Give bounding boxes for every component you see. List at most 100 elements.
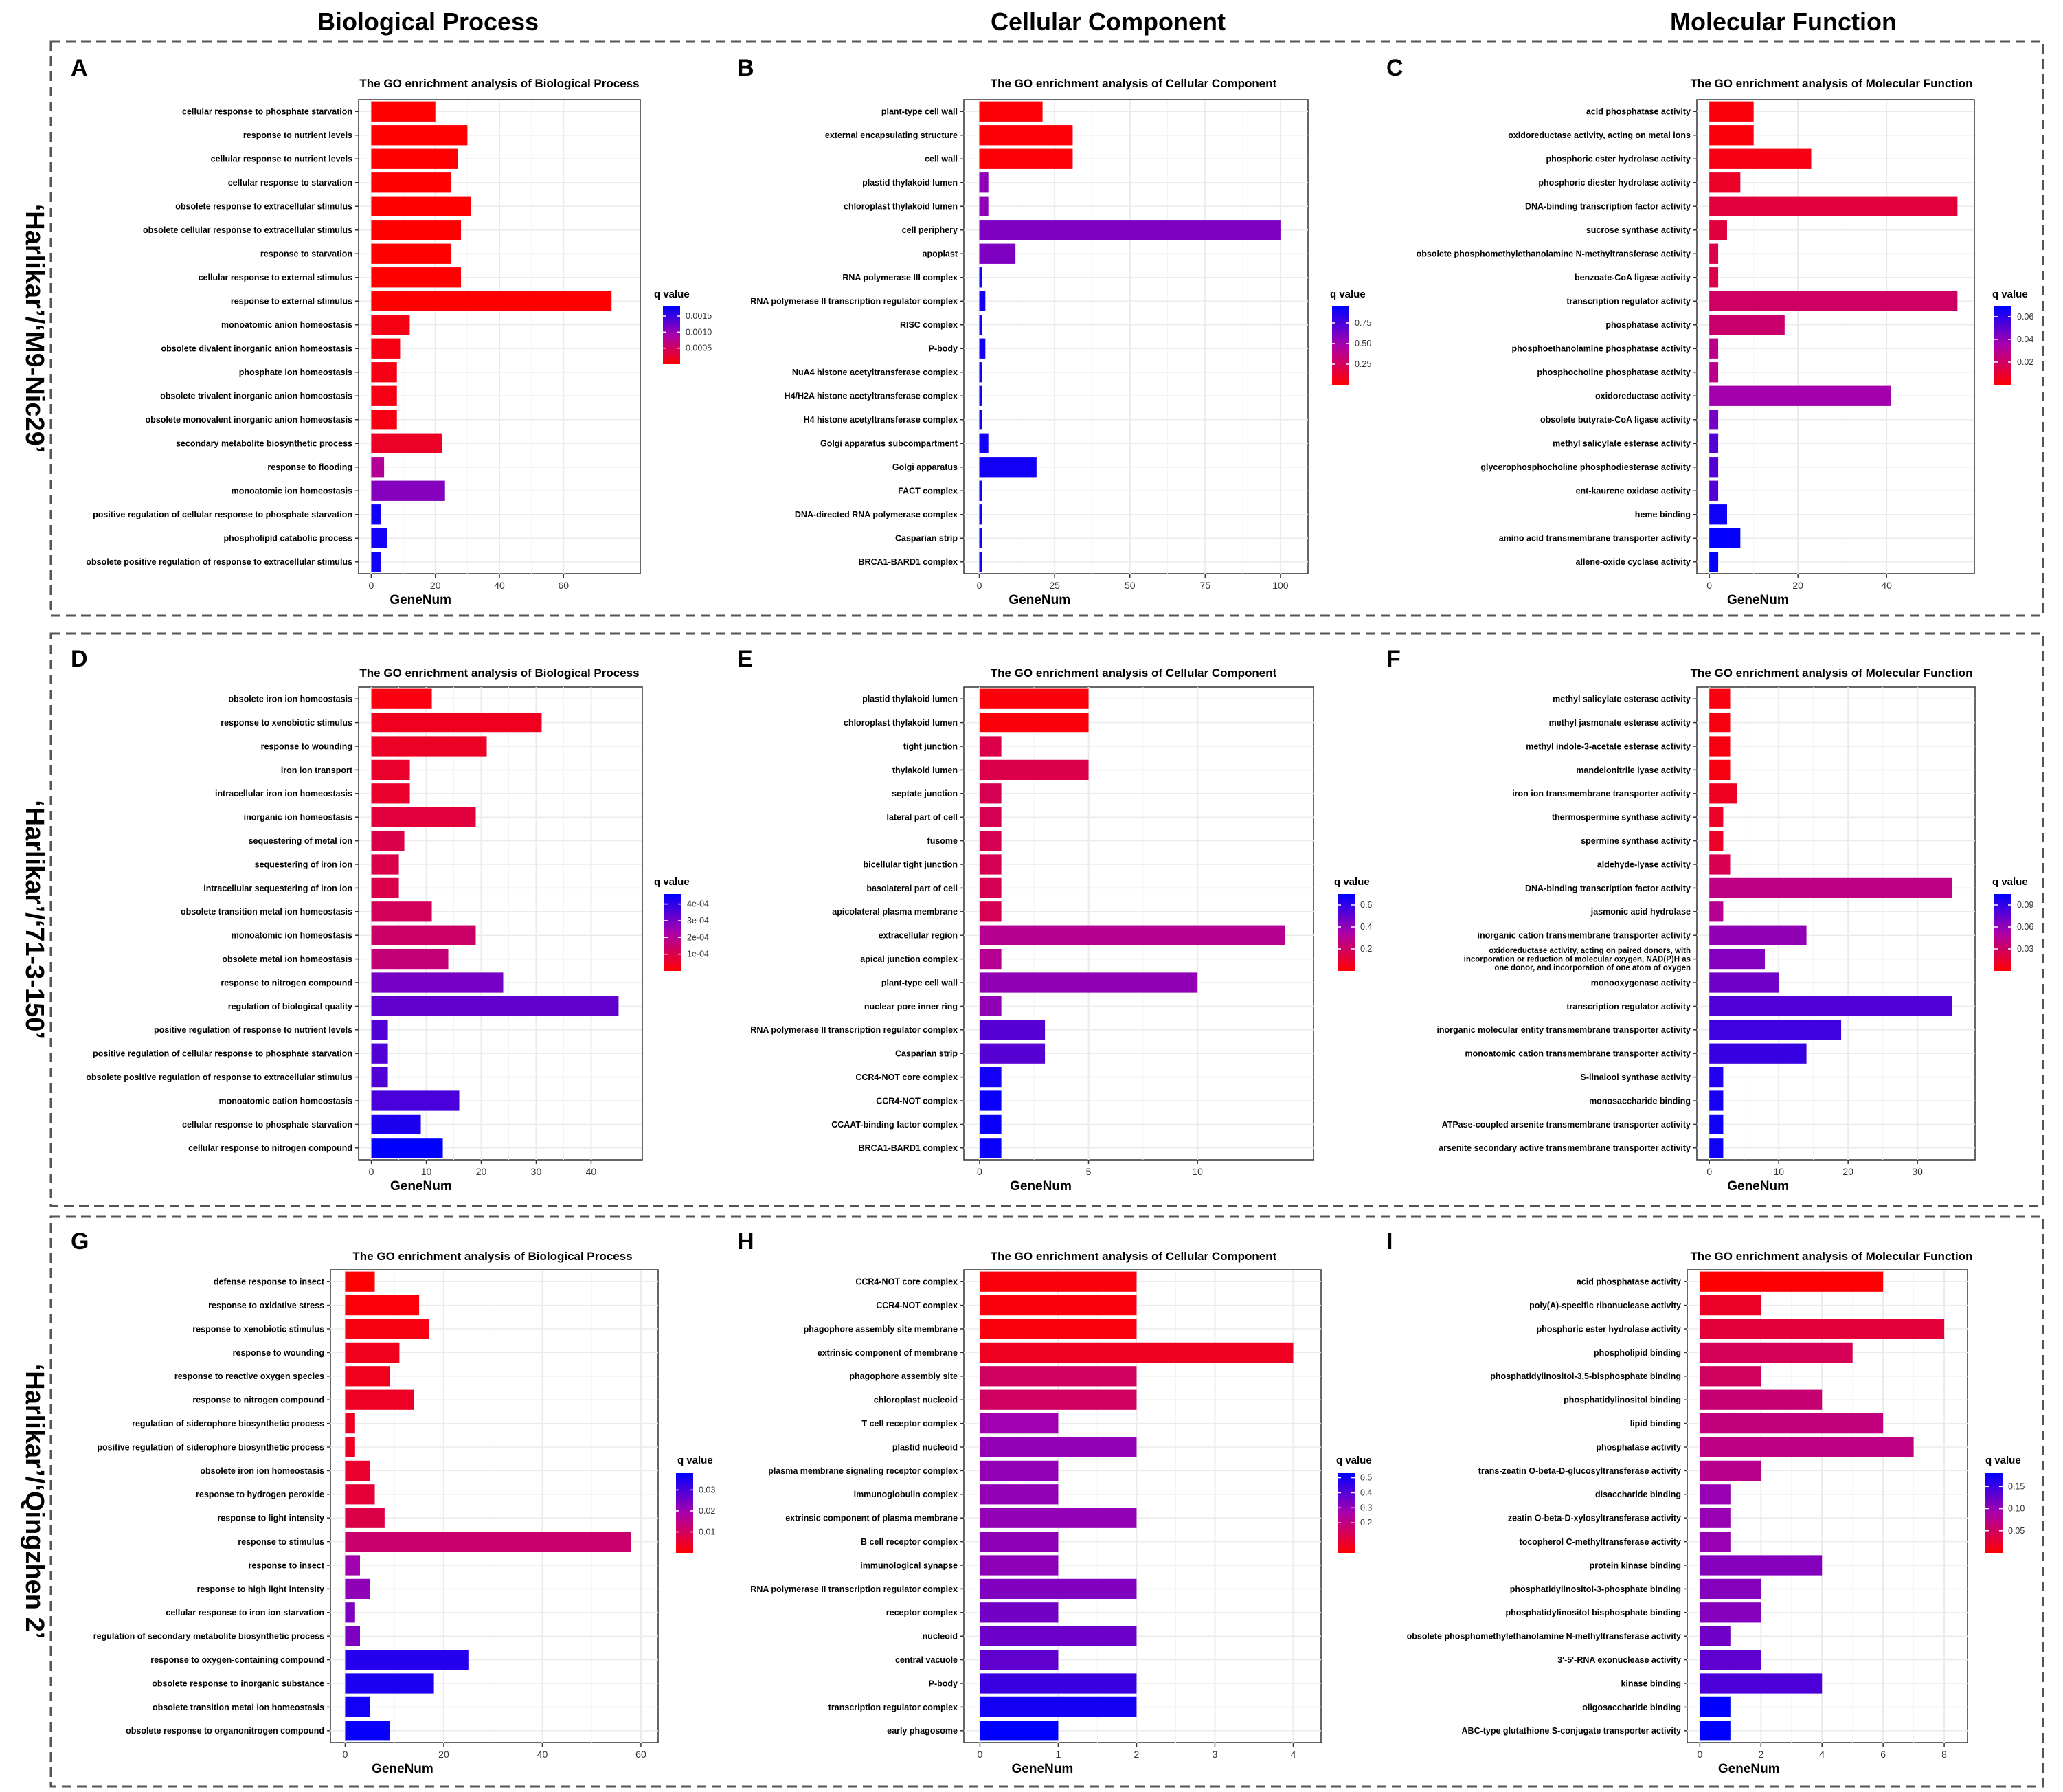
bar — [980, 1626, 1137, 1646]
panel-title: The GO enrichment analysis of Molecular … — [1691, 667, 1973, 680]
y-tick-label: lipid binding — [1630, 1419, 1681, 1429]
legend-tick-label: 0.06 — [2017, 922, 2033, 932]
y-tick-label: response to high light intensity — [197, 1584, 324, 1594]
legend-title: q value — [1334, 876, 1370, 888]
bar — [371, 315, 410, 335]
panel-title: The GO enrichment analysis of Cellular C… — [991, 1250, 1277, 1263]
bar — [980, 1319, 1137, 1339]
legend-tick-label: 3e-04 — [687, 916, 709, 926]
legend-tick-label: 0.3 — [1360, 1503, 1372, 1512]
bar — [345, 1649, 469, 1670]
legend-tick-label: 0.03 — [2017, 944, 2033, 954]
y-tick-label: RNA polymerase II transcription regulato… — [750, 1025, 958, 1035]
panel-e: E The GO enrichment analysis of Cellular … — [737, 646, 1372, 1194]
y-tick-label: response to external stimulus — [231, 297, 352, 306]
legend-tick-label: 0.15 — [2008, 1481, 2025, 1491]
panel-letter: A — [71, 55, 88, 81]
y-tick-label: Casparian strip — [895, 534, 958, 544]
y-tick-label: phosphatase activity — [1605, 320, 1691, 330]
row-frame-1 — [49, 40, 2044, 617]
x-tick-label: 0 — [977, 580, 982, 591]
x-tick-label: 8 — [1941, 1749, 1947, 1760]
bar — [371, 552, 381, 572]
legend-colorbar — [664, 894, 681, 971]
x-tick-label: 4 — [1291, 1749, 1296, 1760]
bar — [1709, 688, 1731, 709]
bar — [979, 1020, 1046, 1040]
bar — [979, 243, 1016, 264]
y-tick-label: acid phosphatase activity — [1577, 1277, 1681, 1287]
bar — [1700, 1413, 1884, 1434]
panel-title: The GO enrichment analysis of Molecular … — [1691, 77, 1973, 90]
panel-h: H The GO enrichment analysis of Cellular … — [737, 1229, 1372, 1776]
y-tick-label: transcription regulator activity — [1566, 1002, 1691, 1011]
y-tick-label: obsolete cellular response to extracellu… — [143, 225, 352, 235]
y-tick-label: response to flooding — [267, 462, 352, 472]
bar — [371, 925, 476, 945]
y-tick-label: phosphatase activity — [1596, 1442, 1681, 1452]
column-header-cellular-component: Cellular Component — [991, 8, 1226, 36]
bar — [979, 552, 982, 572]
legend-tick-label: 0.25 — [1355, 359, 1371, 369]
bar — [1709, 267, 1719, 288]
bar — [371, 783, 410, 804]
bar — [345, 1366, 390, 1387]
legend-colorbar — [663, 306, 680, 364]
bar — [1709, 457, 1719, 478]
legend-tick-label: 0.4 — [1360, 1488, 1372, 1497]
bar — [979, 385, 982, 406]
bar — [979, 315, 982, 335]
bar — [979, 196, 989, 216]
bar — [371, 196, 471, 216]
bar — [1709, 362, 1719, 383]
y-tick-label: arsenite secondary active transmembrane … — [1439, 1143, 1691, 1153]
bar — [371, 1043, 388, 1064]
bar — [345, 1437, 355, 1457]
y-tick-label: external encapsulating structure — [825, 131, 958, 140]
panel-title: The GO enrichment analysis of Cellular C… — [991, 77, 1277, 90]
bar — [345, 1673, 434, 1694]
legend-tick-label: 0.05 — [2008, 1526, 2025, 1536]
bar — [1700, 1531, 1731, 1552]
x-axis-label: GeneNum — [372, 1762, 433, 1776]
bar — [979, 1090, 1002, 1111]
y-tick-label: obsolete transition metal ion homeostasi… — [181, 907, 352, 917]
y-tick-label: monoatomic ion homeostasis — [232, 931, 352, 941]
bar — [979, 457, 1037, 478]
y-tick-label: nucleoid — [923, 1632, 958, 1642]
bar — [980, 1484, 1059, 1505]
y-tick-label: septate junction — [892, 789, 958, 798]
x-axis-label: GeneNum — [1727, 1179, 1789, 1194]
y-tick-label: central vacuole — [895, 1655, 958, 1665]
y-tick-label: poly(A)-specific ribonuclease activity — [1529, 1301, 1681, 1310]
y-tick-label: response to nutrient levels — [243, 131, 352, 140]
legend-title: q value — [654, 289, 690, 300]
panel-d: D The GO enrichment analysis of Biologica… — [71, 646, 709, 1194]
bar — [1709, 315, 1785, 335]
panel-letter: H — [737, 1229, 754, 1255]
panel-a: A The GO enrichment analysis of Biologica… — [71, 55, 712, 607]
x-tick-label: 10 — [1773, 1166, 1784, 1177]
x-tick-label: 25 — [1049, 580, 1060, 591]
bar — [979, 925, 1285, 945]
y-tick-label: Golgi apparatus subcompartment — [820, 439, 958, 449]
bar — [1709, 854, 1731, 875]
bar — [345, 1319, 429, 1339]
y-tick-label: phosphatidylinositol bisphosphate bindin… — [1505, 1608, 1681, 1617]
bar — [1709, 901, 1724, 922]
y-tick-label: obsolete phosphomethylethanolamine N-met… — [1417, 249, 1691, 259]
x-tick-label: 0 — [343, 1749, 348, 1760]
y-tick-label: thermospermine synthase activity — [1552, 813, 1691, 822]
y-tick-label: plastid thylakoid lumen — [862, 178, 958, 188]
legend-title: q value — [1992, 289, 2028, 300]
y-tick-label: oxidoreductase activity — [1595, 392, 1691, 401]
y-tick-label: regulation of siderophore biosynthetic p… — [132, 1419, 324, 1429]
y-tick-label: phosphate ion homeostasis — [239, 368, 352, 377]
y-tick-label: RNA polymerase III complex — [842, 273, 958, 282]
legend-colorbar — [1338, 1473, 1355, 1553]
plot-area — [963, 99, 1309, 574]
bar — [979, 830, 1002, 851]
bar — [980, 1342, 1294, 1363]
panel-f: F The GO enrichment analysis of Molecular… — [1386, 646, 2033, 1194]
y-tick-label: regulation of biological quality — [228, 1002, 352, 1011]
